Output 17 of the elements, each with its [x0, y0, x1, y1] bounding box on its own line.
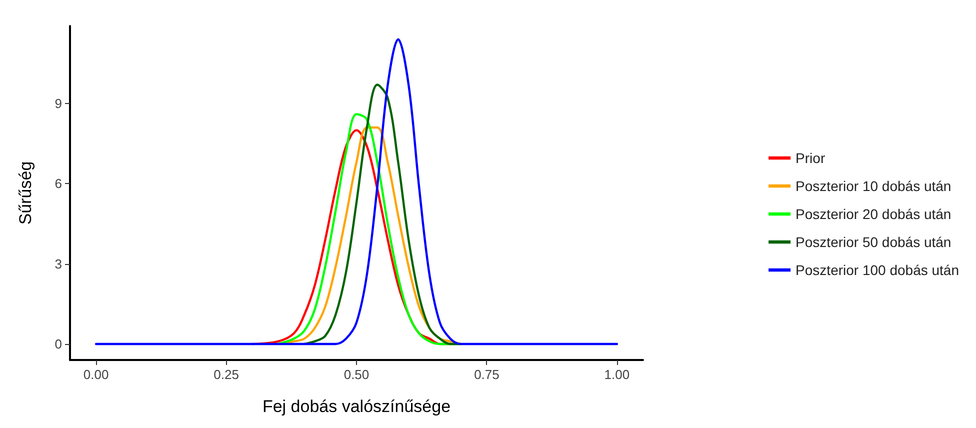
legend-label: Poszterior 100 dobás után [796, 262, 960, 278]
legend-label: Poszterior 20 dobás után [796, 206, 952, 222]
x-axis-title: Fej dobás valószínűsége [262, 397, 451, 416]
x-tick-label: 0.00 [83, 367, 109, 382]
y-tick-label: 0 [54, 336, 62, 352]
x-tick-label: 0.75 [474, 367, 500, 382]
legend-label: Poszterior 50 dobás után [796, 234, 952, 250]
x-tick-label: 0.25 [214, 367, 239, 382]
legend-label: Prior [796, 150, 826, 166]
y-tick-label: 3 [54, 256, 62, 272]
line-series [94, 38, 618, 346]
y-tick-label: 9 [54, 96, 62, 111]
y-tick-label: 6 [54, 176, 62, 192]
legend-label: Poszterior 10 dobás után [796, 178, 952, 194]
y-axis-title: Sűrűség [16, 161, 35, 225]
x-tick-label: 0.50 [344, 367, 370, 382]
x-tick-label: 1.00 [604, 367, 630, 382]
